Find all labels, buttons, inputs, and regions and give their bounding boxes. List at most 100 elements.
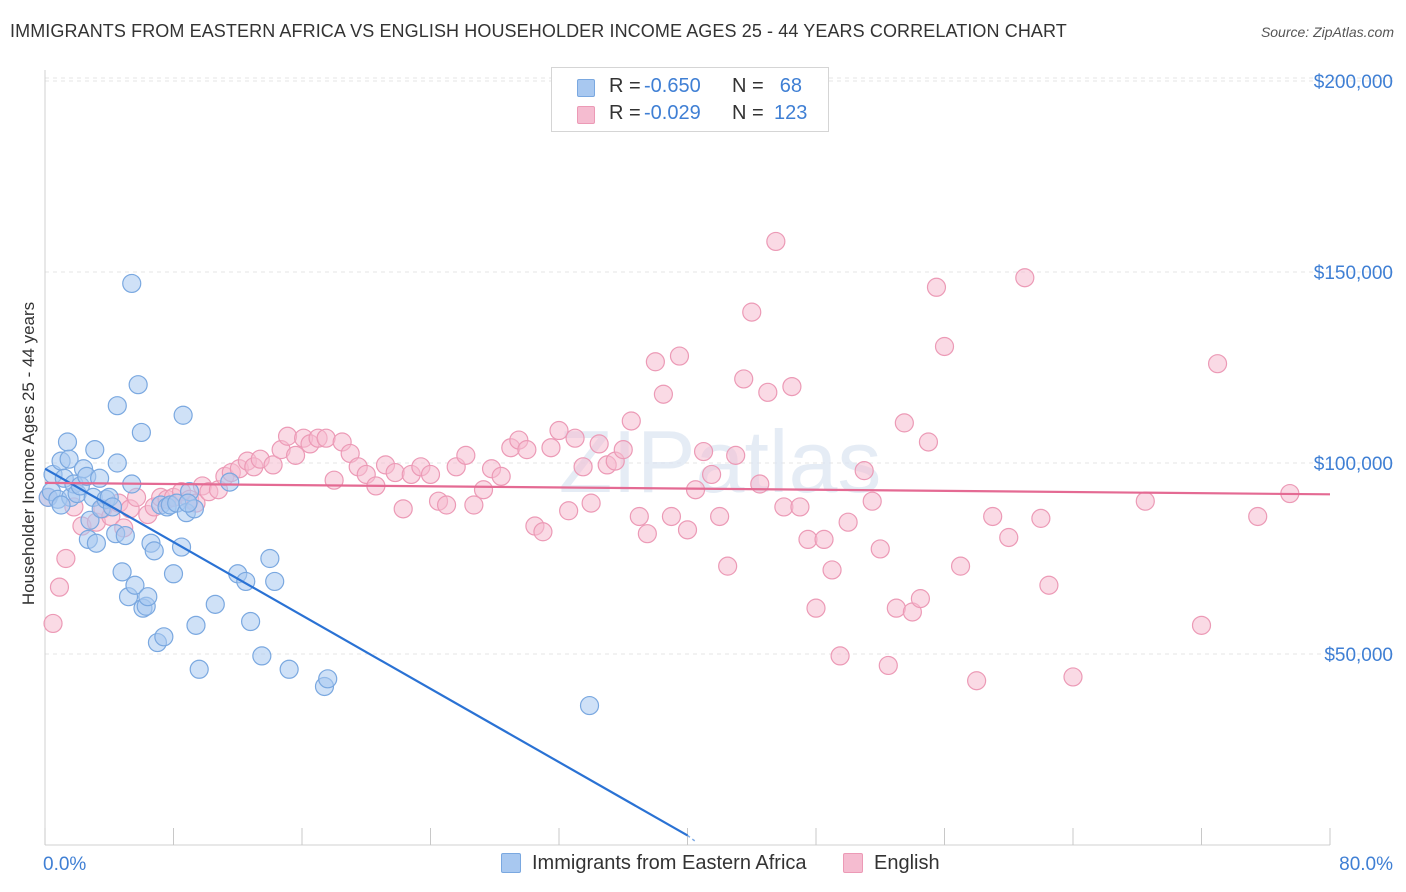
eastern-africa-point (205, 594, 225, 614)
eastern-africa-point (241, 611, 261, 632)
legend-swatch-pink (577, 106, 595, 124)
y-tick-label: $200,000 (1314, 72, 1393, 93)
english-point (734, 369, 754, 389)
legend-n-label: N = (732, 75, 764, 97)
english-point (701, 464, 722, 485)
english-point (573, 457, 593, 477)
english-point (559, 501, 579, 521)
bottom-legend-swatch-blue (501, 853, 521, 873)
axes (44, 70, 1331, 846)
eastern-africa-point (90, 468, 110, 488)
english-point (661, 506, 682, 527)
english-point (56, 548, 76, 569)
english-point (1135, 491, 1155, 511)
english-point (1248, 506, 1268, 527)
legend-n-label: N = (732, 102, 764, 124)
eastern-africa-point (163, 564, 184, 584)
english-point (517, 440, 537, 460)
english-point (613, 440, 633, 460)
eastern-africa-point (125, 575, 145, 595)
english-point (862, 491, 882, 511)
legend-n-value: 68 (779, 75, 802, 97)
y-tick-label: $50,000 (1324, 645, 1393, 666)
eastern-africa-point (128, 375, 148, 395)
english-point (653, 384, 674, 404)
chart-title: IMMIGRANTS FROM EASTERN AFRICA VS ENGLIS… (10, 21, 1067, 41)
english-point (637, 524, 657, 544)
eastern-africa-point (173, 405, 193, 425)
english-point (464, 495, 484, 515)
english-point (1063, 667, 1083, 687)
english-point (1015, 268, 1035, 288)
eastern-africa-point (144, 541, 164, 561)
eastern-africa-point (252, 646, 272, 666)
english-trend-line (44, 481, 1331, 496)
eastern-africa-point (86, 533, 107, 553)
bottom-legend-swatch-pink (843, 853, 863, 873)
eastern-africa-point (260, 548, 280, 569)
english-point (456, 445, 476, 465)
english-point (894, 413, 914, 433)
x-tick-label: 80.0% (1339, 854, 1393, 875)
english-point (491, 466, 511, 486)
legend-r-label: R = (609, 102, 641, 124)
english-point (798, 529, 818, 550)
english-point (950, 556, 971, 576)
english-point (629, 506, 649, 527)
legend-r-label: R = (609, 75, 641, 97)
english-point (49, 577, 70, 597)
english-point (473, 480, 494, 500)
eastern-africa-point (85, 440, 105, 460)
eastern-africa-point (186, 615, 206, 635)
eastern-africa-point (220, 472, 240, 492)
eastern-africa-point (107, 396, 127, 416)
english-point (385, 462, 405, 483)
eastern-africa-point (80, 510, 100, 530)
english-point (806, 598, 826, 618)
english-point (581, 493, 601, 513)
english-point (758, 382, 778, 402)
tick-labels: $50,000 $100,000 $150,000 $200,000 0.0% 80.0%… (19, 72, 1393, 875)
y-axis-title: Householder Income Ages 25 - 44 years (19, 302, 38, 605)
english-point (589, 434, 609, 454)
eastern-africa-point (178, 493, 198, 513)
legend-swatch-blue (577, 79, 595, 97)
english-point (934, 336, 955, 357)
x-tick-label: 0.0% (43, 854, 86, 875)
eastern-africa-point (279, 659, 299, 679)
y-tick-label: $150,000 (1314, 263, 1393, 284)
english-point (790, 497, 810, 517)
eastern-africa-point (265, 571, 285, 592)
english-point (621, 411, 641, 431)
english-point (870, 539, 890, 559)
trend-lines (44, 467, 1331, 843)
eastern-africa-point (51, 495, 71, 515)
legend-r-value: -0.029 (644, 102, 701, 124)
eastern-africa-point (122, 273, 142, 294)
english-point (316, 428, 336, 448)
source-label: Source: ZipAtlas.com (1260, 24, 1394, 40)
legend-n-value: 123 (774, 102, 808, 124)
english-point (967, 671, 987, 691)
eastern-africa-point (59, 449, 79, 469)
eastern-africa-point (318, 669, 338, 689)
english-point (830, 646, 850, 666)
english-point (926, 277, 947, 297)
eastern-africa-point (115, 525, 135, 546)
english-point (677, 520, 698, 540)
english-point (742, 302, 762, 322)
english-point (918, 432, 939, 452)
english-point (669, 346, 690, 366)
english-point (878, 655, 898, 676)
english-point (393, 499, 413, 519)
english-point (766, 231, 786, 252)
english-point (718, 556, 738, 576)
english-point (43, 613, 63, 634)
english-point (565, 428, 585, 448)
bottom-legend-label: English (874, 852, 940, 874)
english-point (814, 529, 834, 550)
english-point (420, 464, 441, 485)
legend-row-english: R = -0.029 N = 123 (552, 101, 828, 129)
english-point (277, 426, 298, 446)
english-point (1191, 615, 1212, 635)
